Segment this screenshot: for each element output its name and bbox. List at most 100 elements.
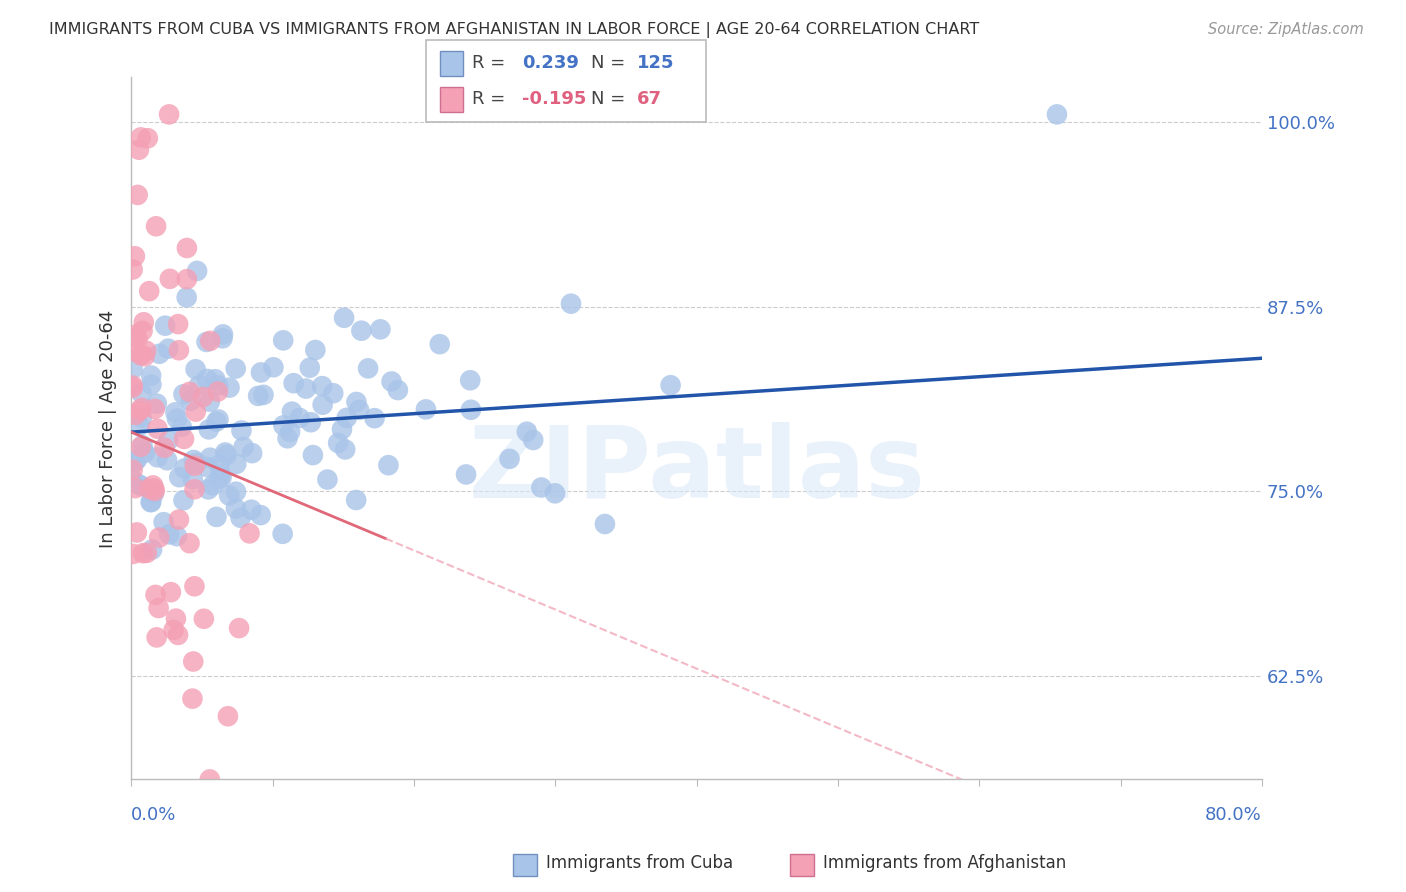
Point (129, 130, 152, 145)
Point (240, 502, 263, 516)
Point (560, 296, 582, 310)
Point (156, 453, 179, 467)
Point (176, 272, 198, 286)
Point (165, 612, 187, 626)
Point (205, 415, 228, 429)
Point (135, 546, 157, 560)
Point (163, 623, 186, 637)
Point (148, 531, 170, 545)
Point (333, 310, 356, 325)
Point (191, 390, 214, 404)
Point (240, 446, 263, 460)
Point (252, 388, 274, 402)
Point (184, 458, 207, 473)
Point (184, 362, 207, 376)
Point (350, 324, 373, 338)
Point (124, 249, 146, 263)
Text: 0.239: 0.239 (522, 54, 578, 72)
Point (127, 452, 149, 467)
Point (181, 472, 204, 486)
Point (347, 403, 370, 417)
Point (215, 448, 238, 462)
Point (124, 408, 146, 422)
Point (167, 513, 190, 527)
Point (516, 425, 538, 439)
Point (278, 425, 301, 439)
Point (148, 601, 170, 615)
Point (363, 411, 385, 425)
Point (134, 349, 156, 363)
Point (165, 405, 187, 419)
Point (211, 470, 233, 484)
Point (218, 381, 240, 395)
Point (225, 484, 247, 499)
Point (131, 410, 153, 425)
Point (522, 433, 544, 447)
Point (167, 317, 190, 331)
Point (128, 404, 150, 418)
Text: N =: N = (591, 54, 630, 72)
Point (131, 386, 153, 401)
Point (134, 446, 156, 460)
Point (139, 368, 162, 383)
Point (311, 398, 333, 412)
Point (173, 461, 195, 475)
Point (127, 345, 149, 359)
Point (131, 401, 153, 415)
Point (136, 131, 159, 145)
Point (344, 493, 367, 508)
Point (179, 536, 201, 550)
Point (143, 401, 166, 416)
Point (132, 546, 155, 560)
Point (415, 402, 437, 417)
Point (195, 334, 218, 349)
Point (460, 402, 482, 417)
Point (128, 477, 150, 491)
Point (298, 360, 321, 375)
Point (370, 322, 392, 336)
Point (659, 378, 682, 392)
Point (302, 448, 325, 462)
Point (204, 372, 226, 386)
Point (195, 460, 218, 475)
Point (128, 419, 150, 434)
Point (295, 382, 318, 396)
Point (167, 628, 190, 642)
Point (273, 418, 295, 433)
Point (121, 463, 143, 477)
Point (179, 384, 201, 399)
Point (429, 337, 451, 351)
Point (197, 483, 219, 497)
Point (281, 405, 304, 419)
Point (593, 516, 616, 531)
Point (146, 422, 169, 436)
Point (299, 415, 322, 429)
Point (247, 389, 270, 403)
Point (135, 343, 157, 358)
Point (167, 343, 190, 358)
Point (357, 361, 380, 376)
Point (198, 450, 221, 465)
Point (121, 262, 143, 277)
Point (330, 422, 353, 436)
Point (181, 655, 204, 669)
Text: 80.0%: 80.0% (1205, 806, 1263, 824)
Point (141, 495, 163, 509)
Point (322, 386, 344, 401)
Point (211, 331, 233, 345)
Point (153, 318, 176, 333)
Point (145, 219, 167, 234)
Point (181, 691, 204, 706)
Point (271, 526, 294, 541)
Point (166, 411, 188, 425)
Text: R =: R = (472, 54, 512, 72)
Point (121, 473, 143, 487)
Point (201, 478, 224, 492)
Point (157, 434, 180, 448)
Text: 125: 125 (637, 54, 675, 72)
Point (124, 481, 146, 495)
Point (124, 455, 146, 469)
Point (377, 458, 399, 473)
Point (124, 327, 146, 342)
Point (180, 393, 202, 408)
